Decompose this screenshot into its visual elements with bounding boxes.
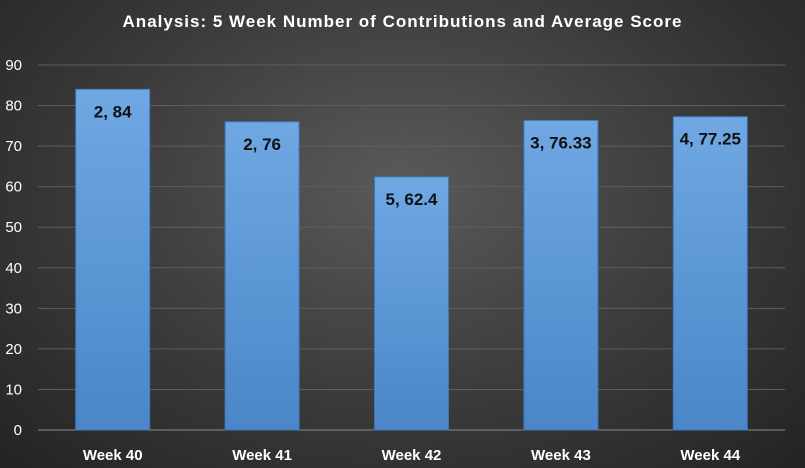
y-tick-label: 90 [5, 57, 22, 74]
x-category-label: Week 43 [531, 447, 591, 464]
data-label: 4, 77.25 [680, 130, 741, 149]
y-tick-label: 70 [5, 138, 22, 155]
bar [224, 121, 300, 431]
data-labels: 2, 84 2, 76 5, 62.4 3, 76.33 4, 77.25 [94, 102, 741, 209]
bar [374, 176, 449, 431]
y-tick-label: 0 [14, 422, 22, 439]
y-tick-label: 80 [5, 98, 22, 115]
x-category-label: Week 40 [83, 447, 143, 464]
y-tick-label: 30 [5, 300, 22, 317]
data-label: 2, 84 [94, 102, 132, 121]
data-label: 2, 76 [243, 135, 281, 154]
y-tick-label: 60 [5, 179, 22, 196]
x-category-label: Week 41 [232, 447, 292, 464]
bars [75, 88, 748, 431]
y-tick-label: 20 [5, 341, 22, 358]
y-tick-label: 40 [5, 260, 22, 277]
x-axis-categories: Week 40 Week 41 Week 42 Week 43 Week 44 [83, 447, 741, 464]
data-label: 5, 62.4 [386, 190, 439, 209]
x-category-label: Week 44 [680, 447, 740, 464]
bar [672, 116, 748, 431]
y-axis-ticks: 0 10 20 30 40 50 60 70 80 90 [5, 57, 22, 439]
x-category-label: Week 42 [382, 447, 442, 464]
bar [75, 88, 151, 431]
chart-title: Analysis: 5 Week Number of Contributions… [122, 12, 683, 31]
data-label: 3, 76.33 [530, 133, 591, 152]
bar [523, 119, 599, 431]
y-tick-label: 50 [5, 219, 22, 236]
y-tick-label: 10 [5, 381, 22, 398]
